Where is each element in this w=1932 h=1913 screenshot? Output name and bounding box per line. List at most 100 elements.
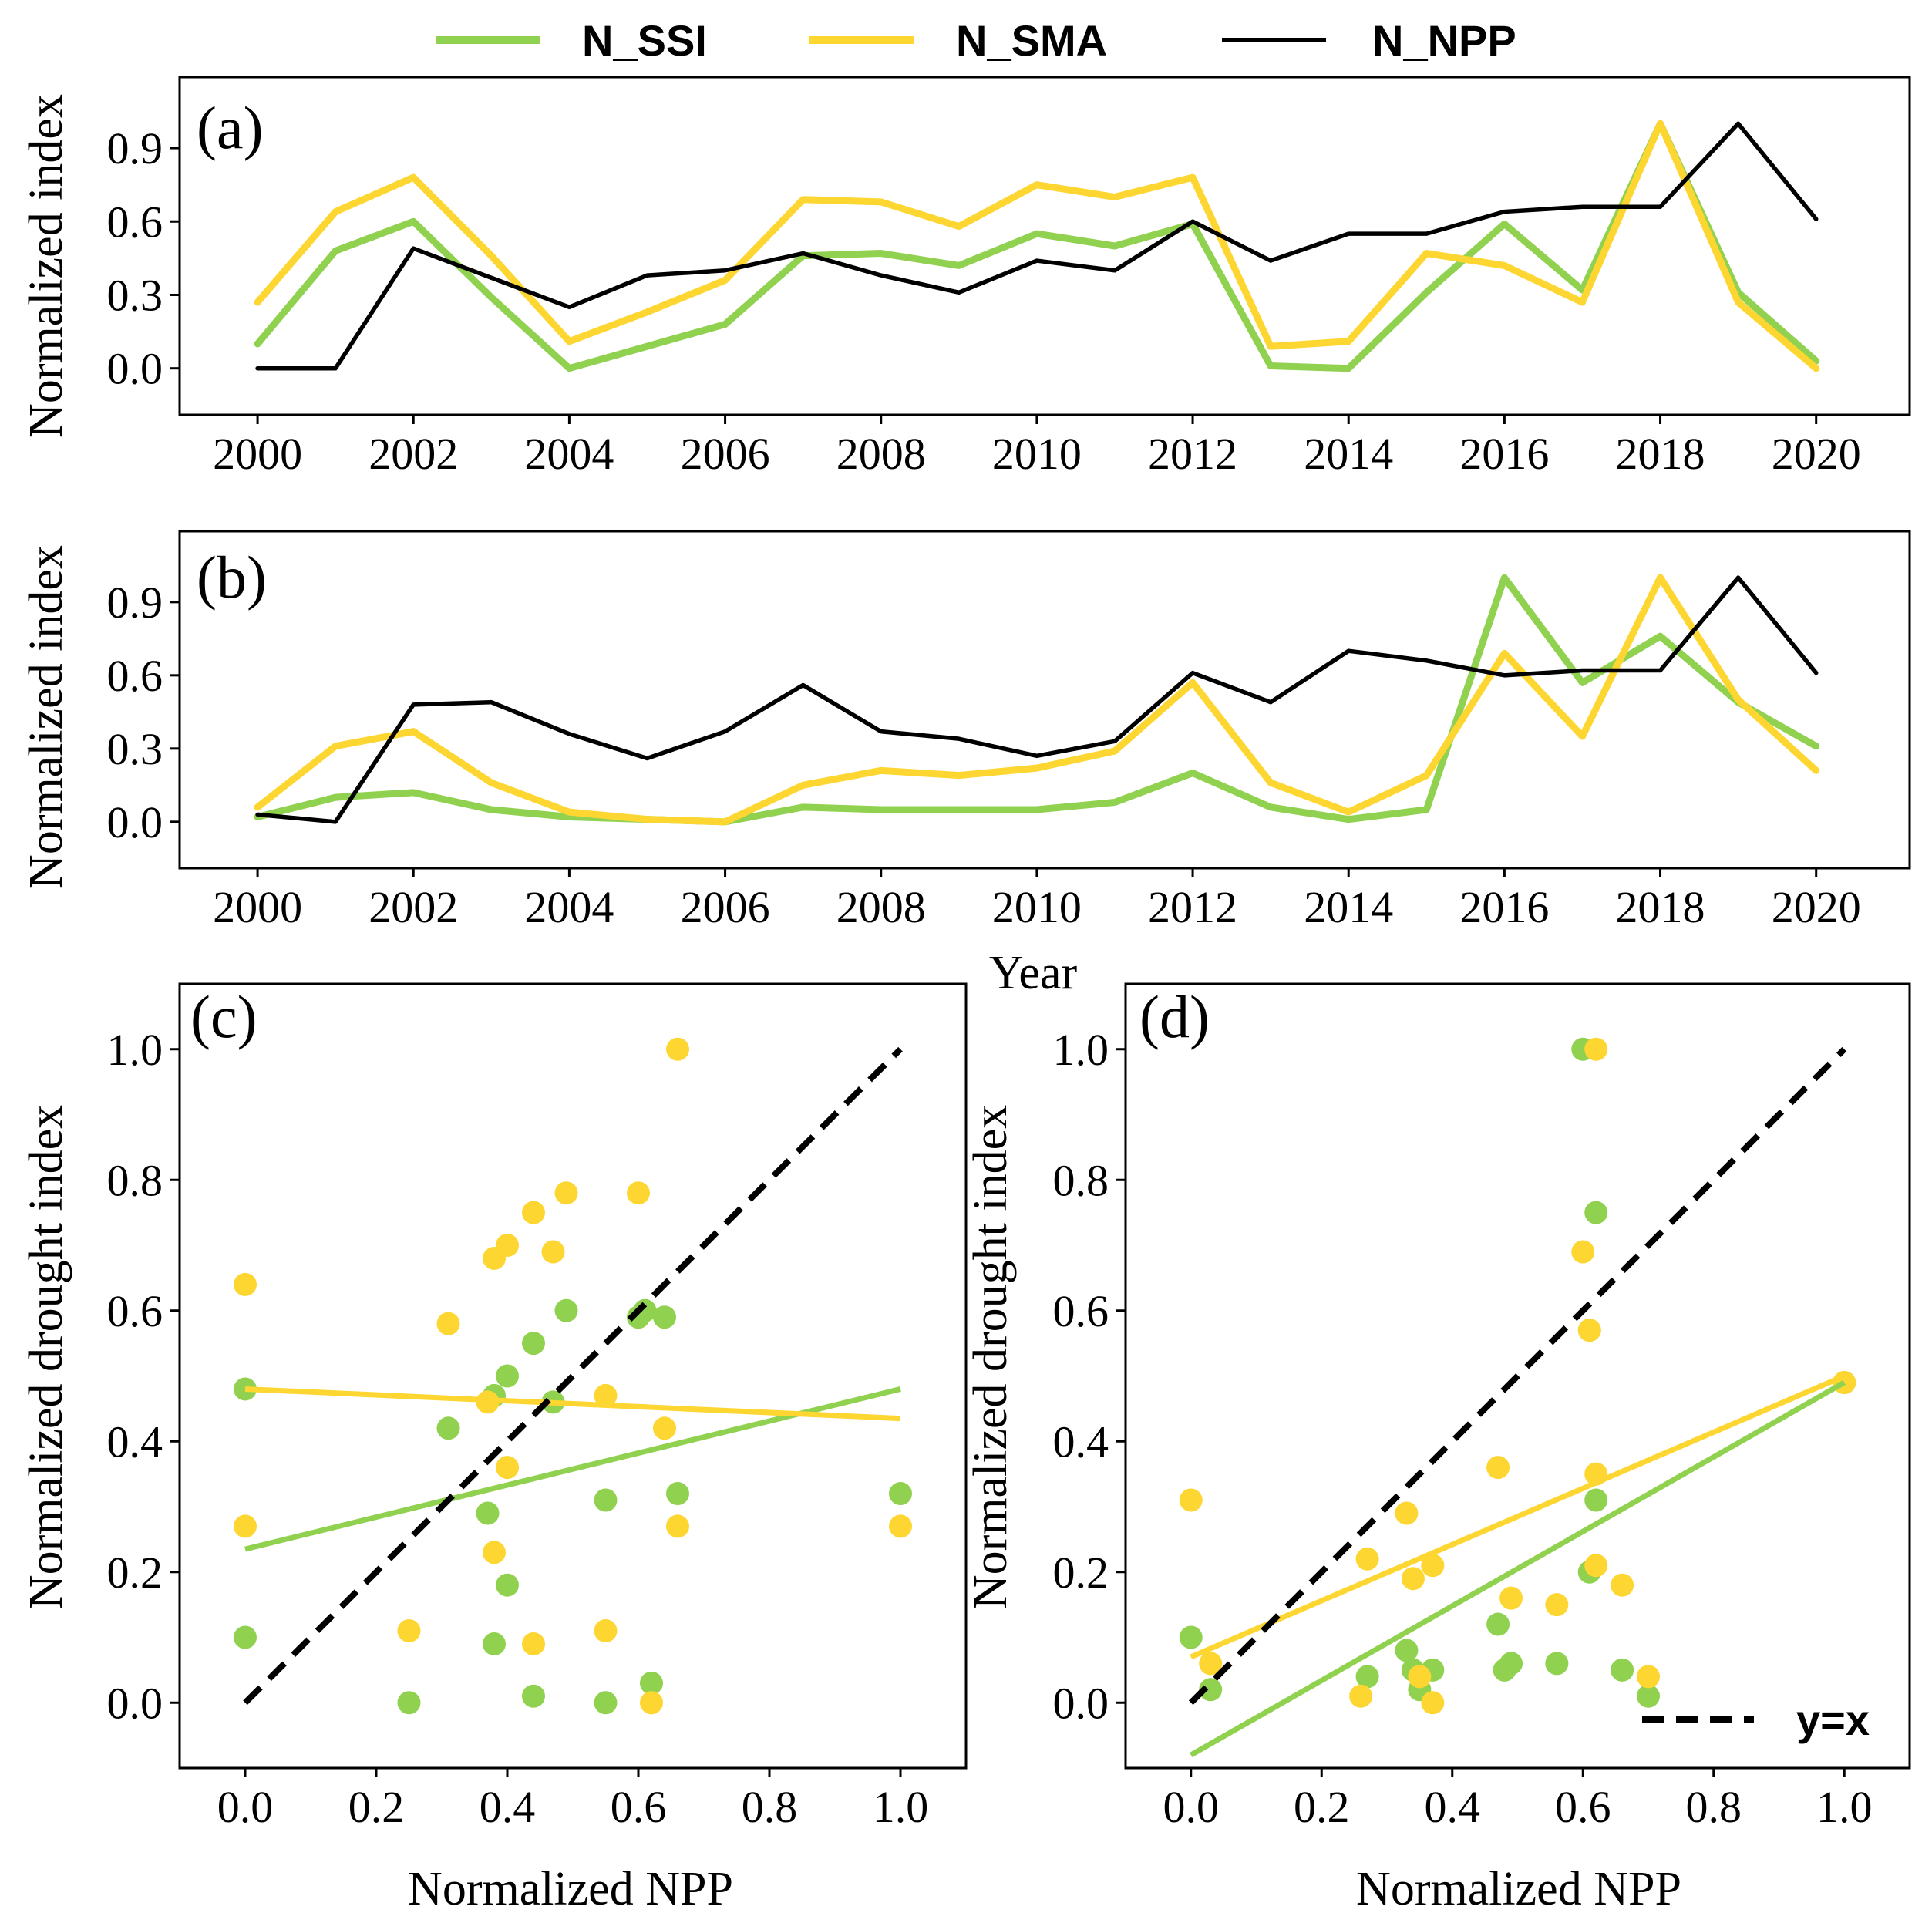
- panel-a-series-n-npp: [255, 121, 1819, 371]
- panel-c-ytick-label: 0.0: [107, 1678, 163, 1728]
- panel-d-point-n-ssi: [1199, 1678, 1223, 1702]
- panel-d-legend: y=x: [1642, 1696, 1870, 1744]
- panel-d-point-n-sma: [1355, 1547, 1379, 1571]
- panel-c-point-n-ssi: [594, 1691, 618, 1715]
- panel-a-series-n-ssi: [254, 120, 1820, 372]
- panel-d-point-n-sma: [1179, 1488, 1203, 1512]
- panel-d-axes-frame: [1124, 982, 1911, 1770]
- panel-c-point-n-ssi: [436, 1416, 460, 1440]
- panel-c-point-n-ssi: [594, 1488, 618, 1512]
- panel-d-scatter: Normalized drought index Normalized NPP …: [964, 982, 1911, 1913]
- panel-c-point-n-sma: [889, 1514, 912, 1538]
- panel-c-xtick-label: 0.4: [480, 1782, 536, 1832]
- panel-b-xtick-label: 2020: [1772, 882, 1861, 932]
- panel-d-point-n-ssi: [1499, 1652, 1523, 1676]
- panel-c-xtick-label: 0.6: [611, 1782, 667, 1832]
- panel-d-point-n-sma: [1545, 1593, 1569, 1617]
- panel-d-point-n-sma: [1611, 1573, 1634, 1597]
- panel-b-xtick-label: 2008: [836, 882, 926, 932]
- panel-b-xlabel: Year: [989, 947, 1078, 999]
- panel-d-fit-n-sma: [1190, 1373, 1846, 1660]
- panel-a-xtick-label: 2012: [1148, 429, 1237, 479]
- panel-d-point-n-ssi: [1355, 1665, 1379, 1689]
- panel-d-point-n-ssi: [1179, 1625, 1203, 1649]
- panel-d-point-n-sma: [1408, 1665, 1432, 1689]
- panel-c-point-n-ssi: [666, 1482, 689, 1506]
- panel-b-ytick-label: 0.3: [107, 724, 163, 774]
- panel-d-point-n-sma: [1584, 1554, 1608, 1578]
- panel-d-xtick-label: 0.6: [1555, 1782, 1611, 1832]
- panel-b-ytick-label: 0.0: [107, 797, 163, 847]
- panel-c-ytick-label: 1.0: [107, 1025, 163, 1075]
- panel-b-series-n-npp: [255, 575, 1819, 824]
- panel-d-ylabel: Normalized drought index: [964, 1105, 1017, 1609]
- panel-c-point-n-sma: [541, 1240, 565, 1264]
- panel-b-label: (b): [197, 544, 267, 611]
- panel-c-point-n-ssi: [889, 1482, 912, 1506]
- panel-a-ytick-label: 0.6: [107, 197, 163, 247]
- panel-d-point-n-ssi: [1584, 1201, 1608, 1224]
- panel-d-point-n-sma: [1199, 1652, 1223, 1676]
- panel-d-reference-line-yx: [1188, 1046, 1847, 1706]
- panel-a-xtick-label: 2004: [524, 429, 614, 479]
- panel-b-axes-frame: [178, 530, 1911, 870]
- panel-d-point-n-ssi: [1545, 1652, 1569, 1676]
- panel-d-xlabel: Normalized NPP: [1356, 1863, 1681, 1913]
- panel-d-point-n-ssi: [1395, 1639, 1419, 1662]
- panel-c-point-n-sma: [627, 1181, 650, 1205]
- panel-d-point-n-sma: [1637, 1665, 1660, 1689]
- panel-d-point-n-ssi: [1584, 1488, 1608, 1512]
- panel-d-point-n-sma: [1499, 1586, 1523, 1610]
- panel-b-ytick-label: 0.6: [107, 651, 163, 701]
- panel-a-ytick-label: 0.9: [107, 123, 163, 173]
- legend-label-npp: N_NPP: [1372, 16, 1516, 65]
- panel-d-xtick-label: 0.2: [1294, 1782, 1350, 1832]
- panel-c-point-n-ssi: [640, 1671, 663, 1695]
- panel-b-xtick-label: 2006: [681, 882, 770, 932]
- panel-c-axes-frame: [178, 982, 968, 1770]
- panel-b-xtick-label: 2010: [992, 882, 1082, 932]
- panel-b-series-n-ssi: [254, 574, 1820, 826]
- panel-c-point-n-sma: [666, 1514, 689, 1538]
- panel-a-xtick-label: 2006: [681, 429, 770, 479]
- panel-a-axes-frame: [178, 76, 1911, 416]
- panel-c-point-n-sma: [640, 1691, 663, 1715]
- panel-d-point-n-ssi: [1486, 1612, 1510, 1636]
- panel-d-point-n-sma: [1395, 1501, 1419, 1525]
- panel-a-ytick-label: 0.3: [107, 270, 163, 320]
- panel-c-point-n-sma: [522, 1201, 545, 1224]
- panel-c-point-n-ssi: [522, 1684, 545, 1708]
- panel-b-xtick-label: 2018: [1616, 882, 1705, 932]
- panel-c-point-n-ssi: [234, 1625, 257, 1649]
- panel-a-label: (a): [197, 94, 264, 161]
- panel-c-point-n-ssi: [496, 1573, 519, 1597]
- panel-a-ylabel: Normalized index: [20, 94, 72, 438]
- panel-a-series-n-sma: [254, 120, 1820, 372]
- panel-b-xtick-label: 2000: [213, 882, 302, 932]
- panel-c-point-n-ssi: [633, 1298, 657, 1322]
- panel-c-point-n-sma: [554, 1181, 578, 1205]
- legend-label-ssi: N_SSI: [582, 16, 707, 65]
- panel-d-xtick-label: 1.0: [1816, 1782, 1873, 1832]
- panel-d-point-n-sma: [1421, 1554, 1445, 1578]
- panel-c-fit-n-sma: [244, 1386, 901, 1422]
- panel-a-xtick-label: 2010: [992, 429, 1082, 479]
- legend-label-yx: y=x: [1796, 1696, 1870, 1744]
- panel-b-xtick-label: 2016: [1459, 882, 1549, 932]
- panel-a-xtick-label: 2018: [1616, 429, 1705, 479]
- panel-b-xtick-label: 2004: [524, 882, 614, 932]
- panel-c-point-n-ssi: [476, 1501, 500, 1525]
- panel-c-reference-line-yx: [243, 1046, 903, 1706]
- panel-d-point-n-sma: [1571, 1240, 1595, 1264]
- panel-c-point-n-sma: [496, 1234, 519, 1257]
- panel-d-ytick-label: 0.2: [1053, 1548, 1109, 1598]
- panel-c-ytick-label: 0.8: [107, 1155, 163, 1205]
- panel-d-point-n-sma: [1421, 1691, 1445, 1715]
- panel-b-line-chart: Normalized index Year 2000 2002 2004 2006 20…: [20, 530, 1911, 999]
- panel-c-point-n-ssi: [496, 1364, 519, 1388]
- panel-b-ylabel: Normalized index: [20, 545, 72, 889]
- panel-c-point-n-sma: [234, 1272, 257, 1296]
- panel-c-xtick-label: 0.8: [742, 1782, 798, 1832]
- panel-b-xtick-label: 2002: [369, 882, 458, 932]
- panel-d-xtick-label: 0.0: [1163, 1782, 1220, 1832]
